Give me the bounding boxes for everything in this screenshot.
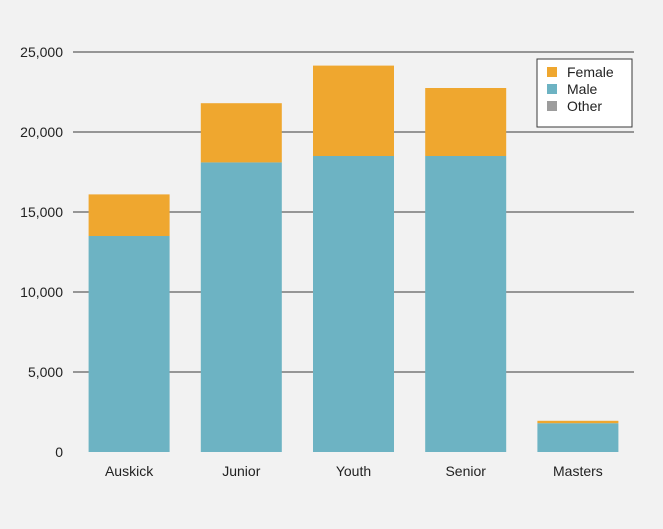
y-tick-label: 0 [55,444,63,460]
legend-swatch-female [547,67,557,77]
bar-male-youth [313,156,394,452]
bar-female-junior [200,103,282,163]
bars [88,65,619,452]
bar-female-auskick [88,194,170,236]
x-tick-label: Junior [222,463,260,479]
bar-female-masters [537,420,619,424]
y-tick-label: 20,000 [20,124,63,140]
x-tick-label: Youth [336,463,371,479]
y-tick-label: 10,000 [20,284,63,300]
bar-male-masters [537,423,619,452]
bar-male-auskick [88,236,170,452]
y-tick-label: 15,000 [20,204,63,220]
legend-label-female: Female [567,64,614,80]
x-tick-label: Masters [553,463,603,479]
legend-swatch-male [547,84,557,94]
bar-male-senior [425,156,507,452]
x-tick-label: Senior [445,463,486,479]
legend-swatch-other [547,101,557,111]
legend-label-other: Other [567,98,602,114]
legend-label-male: Male [567,81,598,97]
bar-male-junior [200,162,282,452]
y-tick-label: 25,000 [20,44,63,60]
bar-female-youth [313,65,394,156]
axis-labels: 0 5,000 10,000 15,000 20,000 25,000 Auskick Jun… [20,44,603,479]
x-tick-label: Auskick [105,463,154,479]
bar-female-senior [425,88,507,156]
y-tick-label: 5,000 [28,364,63,380]
